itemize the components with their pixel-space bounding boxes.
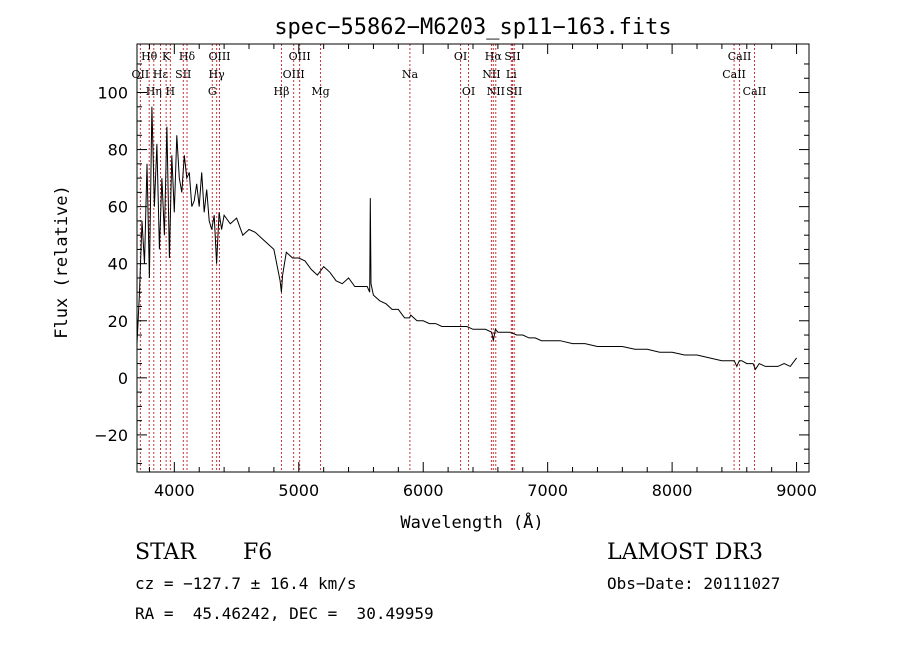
spectral-line-label: Hη (146, 85, 162, 98)
spectral-line-label: CaII (743, 85, 767, 98)
spectral-line-label: OI (462, 85, 475, 98)
spectral-line-label: Hα (485, 50, 503, 63)
y-tick-label: 60 (108, 198, 128, 217)
spectral-line-label: Li (506, 68, 517, 81)
spectral-line-label: SII (506, 85, 522, 98)
spectral-line-label: CaII (728, 50, 752, 63)
survey-name: LAMOST DR3 (607, 540, 763, 565)
spectrum-line (136, 106, 798, 371)
x-axis-label: Wavelength (Å) (400, 511, 543, 533)
spectral-line-label: Hδ (179, 50, 196, 63)
spectral-line-label: Hθ (141, 50, 158, 63)
spectral-line-label: Na (402, 68, 419, 81)
y-tick-label: −20 (94, 426, 128, 445)
spectral-line-label: OII (132, 68, 150, 81)
spectral-line-label: SII (175, 68, 191, 81)
spectral-line-label: G (208, 85, 217, 98)
x-tick-label: 7000 (527, 481, 568, 500)
y-tick-label: 100 (97, 84, 128, 103)
spectral-line-label: NII (487, 85, 505, 98)
observation-date: Obs−Date: 20111027 (607, 574, 781, 593)
spectral-line-label: CaII (722, 68, 746, 81)
y-tick-label: 80 (108, 141, 128, 160)
x-tick-label: 5000 (278, 481, 319, 500)
spectral-line-label: OIII (289, 50, 311, 63)
y-axis-label: Flux (relative) (52, 185, 72, 339)
spectral-line-label: OIII (208, 50, 230, 63)
object-subclass: F6 (243, 540, 273, 565)
spectral-line-label: Hε (153, 68, 169, 81)
coordinates: RA = 45.46242, DEC = 30.49959 (135, 604, 434, 623)
spectral-line-label: SII (504, 50, 520, 63)
spectral-line-label: Hγ (209, 68, 226, 81)
x-tick-label: 6000 (403, 481, 444, 500)
redshift-velocity: cz = −127.7 ± 16.4 km/s (135, 574, 357, 593)
plot-frame (136, 43, 810, 473)
spectral-line-label: OI (454, 50, 467, 63)
y-tick-label: 20 (108, 312, 128, 331)
spectral-line-label: Hβ (274, 85, 290, 98)
y-tick-label: 0 (118, 369, 128, 388)
x-tick-label: 9000 (776, 481, 817, 500)
x-tick-label: 4000 (154, 481, 195, 500)
spectral-line-label: K (162, 50, 171, 63)
spectral-line-label: NII (482, 68, 500, 81)
chart-title: spec−55862−M6203_sp11−163.fits (274, 15, 671, 40)
spectral-line-label: Mg (311, 85, 329, 98)
spectral-line-label: OIII (283, 68, 305, 81)
object-class: STAR (135, 540, 196, 565)
spectral-line-label: H (166, 85, 176, 98)
x-tick-label: 8000 (652, 481, 693, 500)
spectrum-chart: spec−55862−M6203_sp11−163.fits 4000 5000 6… (52, 15, 817, 533)
y-tick-label: 40 (108, 255, 128, 274)
